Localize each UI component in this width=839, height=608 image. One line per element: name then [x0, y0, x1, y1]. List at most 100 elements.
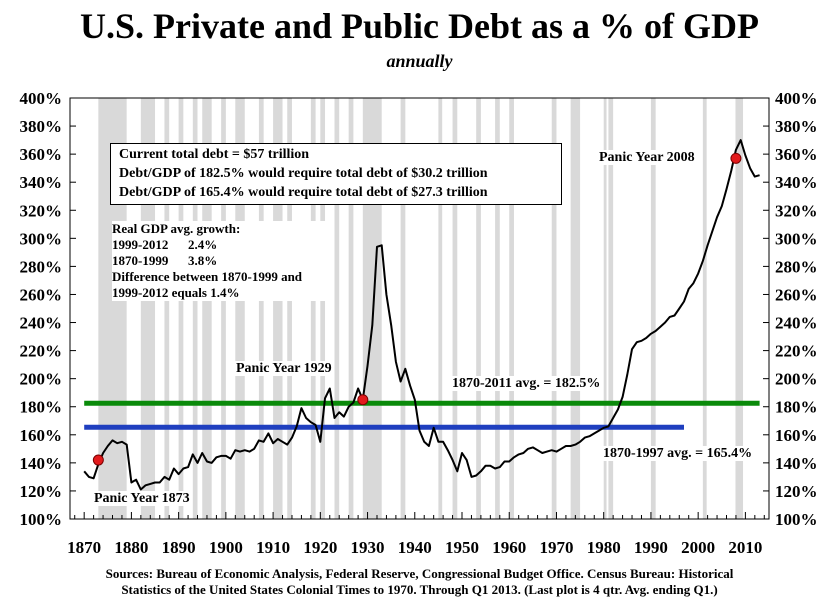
y-tick-label: 400% [20, 89, 63, 108]
chart-title: U.S. Private and Public Debt as a % of G… [80, 6, 759, 46]
recession-band [452, 98, 458, 519]
y-tick-label-right: 380% [775, 117, 818, 136]
chart-subtitle: annually [386, 51, 453, 71]
debt-series [83, 139, 760, 491]
y-tick-label-right: 280% [775, 257, 818, 276]
recession-band [702, 98, 707, 519]
debt-info-box: Current total debt = $57 trillion Debt/G… [110, 143, 562, 205]
recession-bands [98, 98, 744, 519]
annotation-text: Panic Year 1873 [92, 491, 192, 506]
y-tick-label: 120% [20, 482, 63, 501]
y-tick-label-right: 220% [775, 342, 818, 361]
recession-band [164, 98, 170, 519]
recession-band [348, 98, 354, 519]
y-tick-label: 260% [20, 285, 63, 304]
recession-band [273, 98, 283, 519]
info-line-182: Debt/GDP of 182.5% would require total d… [119, 166, 488, 181]
y-tick-label-right: 240% [775, 314, 818, 333]
axis-labels: 100% 100% 120% 120% 140% 140% 160% 160% 180% 180%… [20, 89, 818, 557]
y-tick-label-right: 120% [775, 482, 818, 501]
gdp-row-value: 2.4% [188, 237, 218, 252]
gdp-row: 1870-1999 3.8% [112, 253, 328, 269]
y-tick-label: 180% [20, 398, 63, 417]
y-tick-label: 140% [20, 454, 63, 473]
recession-band [438, 98, 443, 519]
y-tick-label: 220% [20, 342, 63, 361]
recession-band [551, 98, 557, 519]
recession-band [509, 98, 514, 519]
y-tick-label: 160% [20, 426, 63, 445]
x-tick-label: 1960 [492, 538, 526, 557]
recession-band [334, 98, 340, 519]
recession-band [235, 98, 245, 519]
y-tick-label-right: 100% [775, 510, 818, 529]
gdp-growth-box: Real GDP avg. growth: 1999-2012 2.4% 1870… [112, 221, 328, 301]
y-tick-label-right: 300% [775, 229, 818, 248]
plot-frame [69, 97, 770, 520]
annotation-panic-2008: Panic Year 2008 [597, 150, 697, 166]
gdp-footer-line: 1999-2012 equals 1.4% [112, 285, 240, 300]
y-tick-label: 200% [20, 370, 63, 389]
y-tick-label-right: 180% [775, 398, 818, 417]
annotation-text: 1870-1997 avg. = 165.4% [601, 446, 755, 461]
annotation-text: 1870-2011 avg. = 182.5% [450, 376, 603, 391]
y-tick-label: 240% [20, 314, 63, 333]
annotation-text: Panic Year 1929 [234, 361, 334, 376]
y-tick-label-right: 320% [775, 201, 818, 220]
panic-point [92, 454, 104, 466]
x-tick-label: 1940 [398, 538, 432, 557]
y-tick-label: 340% [20, 173, 63, 192]
recession-band [608, 98, 614, 519]
x-tick-label: 1920 [303, 538, 337, 557]
y-tick-label-right: 260% [775, 285, 818, 304]
average-lines [84, 400, 760, 430]
sources-line: Sources: Bureau of Economic Analysis, Fe… [105, 566, 734, 581]
y-tick-label-right: 140% [775, 454, 818, 473]
axis-ticks [70, 97, 769, 520]
debt-to-gdp-line [83, 139, 760, 491]
panic-points [92, 152, 742, 466]
gdp-row-period: 1870-1999 [112, 253, 169, 268]
panic-point [730, 152, 742, 164]
recession-band [221, 98, 226, 519]
recession-band [192, 98, 198, 519]
recession-band [310, 98, 316, 519]
recession-band [287, 98, 292, 519]
annotation-avg-1870-1997: 1870-1997 avg. = 165.4% [601, 446, 755, 462]
recession-band [400, 98, 406, 519]
recession-band [570, 98, 581, 519]
x-tick-label: 1910 [256, 538, 290, 557]
sources-line: Statistics of the United States Colonial… [121, 582, 718, 597]
x-tick-label: 1990 [634, 538, 668, 557]
sources-note: Sources: Bureau of Economic Analysis, Fe… [0, 566, 839, 598]
y-tick-label-right: 200% [775, 370, 818, 389]
x-tick-label: 2010 [728, 538, 762, 557]
y-tick-label: 360% [20, 145, 63, 164]
info-line-current-debt: Current total debt = $57 trillion [119, 147, 310, 162]
x-tick-label: 1870 [67, 538, 101, 557]
annotation-panic-1873: Panic Year 1873 [92, 491, 192, 507]
recession-band [320, 98, 326, 519]
x-tick-label: 1930 [351, 538, 385, 557]
panic-point [357, 394, 369, 406]
x-tick-label: 1970 [539, 538, 573, 557]
gdp-row-value: 3.8% [188, 253, 218, 268]
gdp-row-period: 1999-2012 [112, 237, 169, 252]
y-tick-label-right: 400% [775, 89, 818, 108]
y-tick-label: 280% [20, 257, 63, 276]
recession-band [178, 98, 184, 519]
recession-band [258, 98, 264, 519]
y-tick-label: 300% [20, 229, 63, 248]
recession-band [202, 98, 212, 519]
x-tick-label: 1890 [162, 538, 196, 557]
annotation-panic-1929: Panic Year 1929 [234, 361, 334, 377]
x-tick-label: 1980 [587, 538, 621, 557]
y-tick-label: 100% [20, 510, 63, 529]
y-tick-label-right: 360% [775, 145, 818, 164]
info-line-165: Debt/GDP of 165.4% would require total d… [119, 185, 488, 200]
x-tick-label: 2000 [681, 538, 715, 557]
y-tick-label: 320% [20, 201, 63, 220]
recession-band [735, 98, 744, 519]
recession-band [495, 98, 500, 519]
gdp-row: 1999-2012 2.4% [112, 237, 328, 253]
